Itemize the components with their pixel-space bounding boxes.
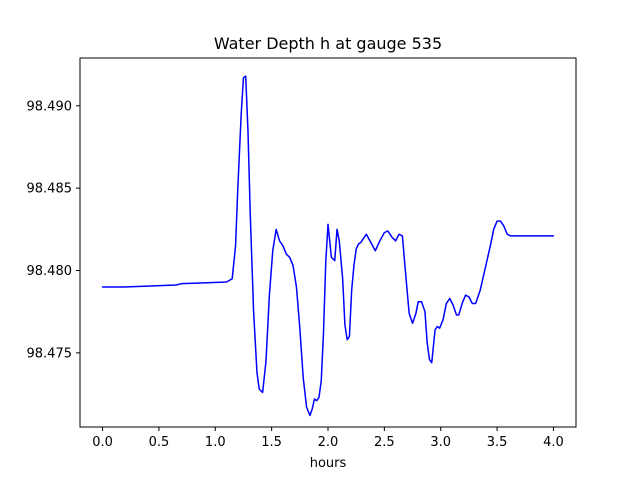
x-tick-label: 1.5 — [261, 435, 282, 450]
x-tick-label: 1.0 — [205, 435, 226, 450]
y-ticks: 98.475 98.480 98.485 98.490 — [27, 99, 80, 361]
x-tick-label: 2.0 — [318, 435, 339, 450]
plot-lines — [101, 75, 555, 417]
x-tick-label: 4.0 — [543, 435, 564, 450]
y-tick-label: 98.475 — [27, 346, 73, 361]
x-tick-label: 2.5 — [374, 435, 395, 450]
x-tick-label: 3.5 — [487, 435, 508, 450]
x-tick-label: 0.0 — [92, 435, 113, 450]
x-axis-label: hours — [310, 456, 347, 471]
y-tick-label: 98.485 — [27, 182, 73, 197]
series-line-0 — [101, 75, 555, 417]
x-tick-label: 0.5 — [149, 435, 170, 450]
x-ticks: 0.0 0.5 1.0 1.5 2.0 2.5 3.0 3.5 4.0 — [92, 427, 564, 450]
x-tick-label: 3.0 — [430, 435, 451, 450]
plot-frame — [79, 57, 577, 428]
y-tick-label: 98.490 — [27, 99, 73, 114]
chart-title: Water Depth h at gauge 535 — [214, 34, 442, 53]
y-tick-label: 98.480 — [27, 264, 73, 279]
